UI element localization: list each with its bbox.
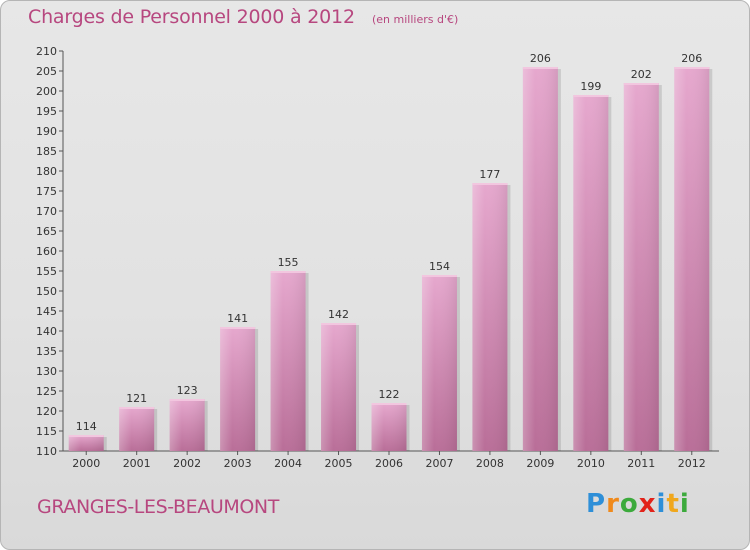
data-label: 199 [580,80,601,93]
y-tick-label: 125 [36,385,57,398]
y-tick-label: 145 [36,305,57,318]
logo-letter: x [638,489,657,519]
x-tick-label: 2000 [72,457,100,470]
y-tick-label: 190 [36,125,57,138]
bar-shine [220,327,256,451]
bar-top [674,67,710,69]
data-label: 177 [479,168,500,181]
x-tick-label: 2003 [224,457,252,470]
x-tick-label: 2006 [375,457,403,470]
chart-title: Charges de Personnel 2000 à 2012 [28,6,355,28]
y-tick-label: 200 [36,85,57,98]
bar-shine [472,183,508,451]
logo-letter: P [586,489,607,519]
data-label: 142 [328,308,349,321]
data-label: 122 [379,388,400,401]
bar-top [270,271,306,273]
bar-shine [119,407,155,451]
bar-shine [371,403,407,451]
place-name: GRANGES-LES-BEAUMONT [37,496,279,518]
bar-shine [68,435,104,451]
x-tick-label: 2010 [577,457,605,470]
data-label: 206 [681,52,702,65]
data-label: 155 [278,256,299,269]
bar-shine [573,95,609,451]
x-tick-label: 2002 [173,457,201,470]
bar-shine [421,275,457,451]
bar-top [321,323,357,325]
y-tick-label: 165 [36,225,57,238]
y-tick-label: 175 [36,185,57,198]
y-tick-label: 205 [36,65,57,78]
logo-letter: i [679,489,690,519]
bar-shine [270,271,306,451]
x-tick-label: 2007 [425,457,453,470]
bar-top [68,435,104,437]
x-tick-label: 2004 [274,457,302,470]
y-tick-label: 195 [36,105,57,118]
chart-axes: 110 115 120 125 130 135 140 145 150 155 160 165 170 1… [36,45,719,470]
y-tick-label: 155 [36,265,57,278]
data-label: 121 [126,392,147,405]
logo-letter: o [619,489,639,519]
data-label: 202 [631,68,652,81]
y-tick-label: 130 [36,365,57,378]
y-tick-label: 180 [36,165,57,178]
bar-top [421,275,457,277]
bar-top [573,95,609,97]
chart-bars [68,67,713,451]
x-tick-label: 2005 [325,457,353,470]
y-tick-label: 170 [36,205,57,218]
proxiti-logo: Proxiti [586,489,690,519]
bar-top [623,83,659,85]
logo-letter: r [606,489,620,519]
y-tick-label: 115 [36,425,57,438]
bar-top [522,67,558,69]
bar-top [472,183,508,185]
bar-top [371,403,407,405]
y-tick-label: 140 [36,325,57,338]
data-label: 206 [530,52,551,65]
data-label: 154 [429,260,450,273]
bar-shine [522,67,558,451]
bar-top [169,399,205,401]
data-label: 114 [76,420,97,433]
chart-labels: 114 121 123 141 155 142 122 154 177 206 199 202 206 [76,52,703,433]
data-label: 123 [177,384,198,397]
y-tick-label: 210 [36,45,57,58]
y-tick-label: 185 [36,145,57,158]
x-tick-label: 2009 [526,457,554,470]
bar-shine [169,399,205,451]
logo-letter: t [666,489,680,519]
bar-shine [674,67,710,451]
x-tick-label: 2008 [476,457,504,470]
bar-top [220,327,256,329]
bar-top [119,407,155,409]
y-tick-label: 160 [36,245,57,258]
x-tick-label: 2012 [678,457,706,470]
unit-note: (en milliers d'€) [372,13,459,26]
x-tick-label: 2011 [627,457,655,470]
y-tick-label: 135 [36,345,57,358]
y-tick-label: 150 [36,285,57,298]
y-tick-label: 120 [36,405,57,418]
x-tick-label: 2001 [123,457,151,470]
bar-shine [623,83,659,451]
logo-letter: i [656,489,667,519]
data-label: 141 [227,312,248,325]
y-tick-label: 110 [36,445,57,458]
bar-shine [321,323,357,451]
